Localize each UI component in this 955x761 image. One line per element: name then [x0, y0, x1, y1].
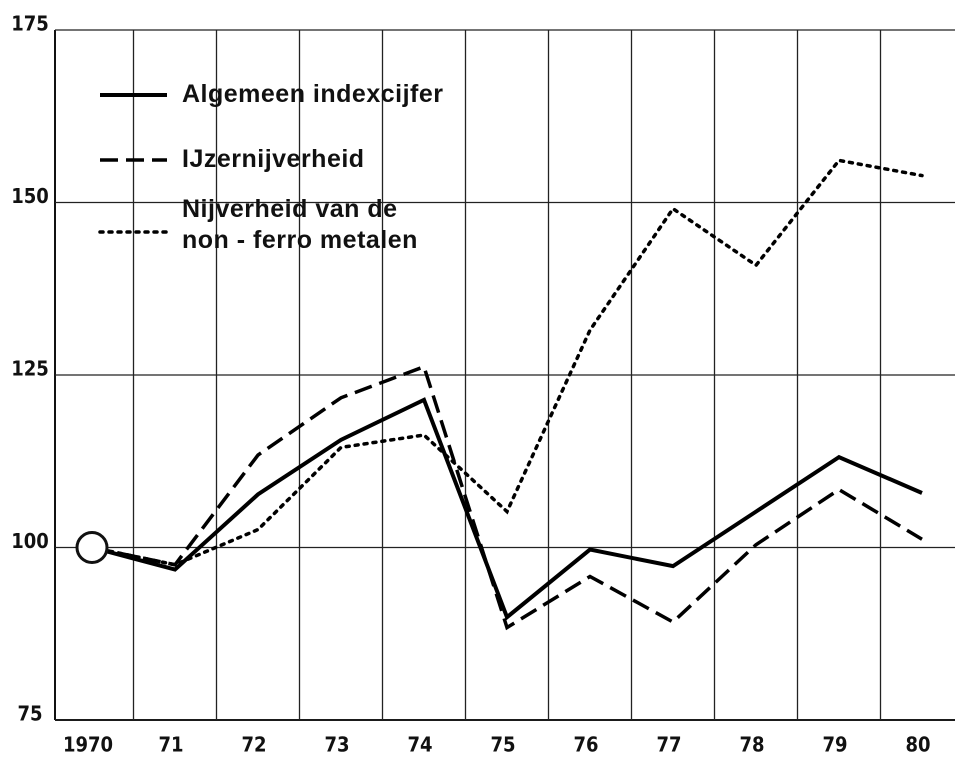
x-tick-label: 72	[241, 733, 266, 757]
y-tick-label: 125	[11, 357, 49, 381]
x-tick-label: 74	[407, 733, 432, 757]
x-tick-label: 78	[739, 733, 764, 757]
x-tick-label: 75	[490, 733, 515, 757]
series-line	[91, 364, 923, 631]
x-tick-label: 77	[656, 733, 681, 757]
legend-label: Nijverheid van de non - ferro metalen	[182, 195, 418, 254]
legend-label: IJzernijverheid	[182, 145, 365, 173]
x-tick-label: 71	[158, 733, 183, 757]
y-tick-label: 100	[11, 529, 49, 553]
start-marker	[75, 531, 109, 564]
legend-label: Algemeen indexcijfer	[182, 80, 444, 108]
series-line	[90, 158, 924, 567]
x-tick-label: 1970	[63, 733, 113, 757]
series-line	[91, 397, 923, 621]
x-tick-label: 73	[324, 733, 349, 757]
x-tick-label: 76	[573, 733, 598, 757]
y-tick-label: 150	[11, 184, 49, 208]
y-tick-label: 75	[17, 702, 42, 726]
x-tick-label: 80	[905, 733, 930, 757]
x-tick-label: 79	[822, 733, 847, 757]
y-tick-label: 175	[11, 12, 49, 36]
